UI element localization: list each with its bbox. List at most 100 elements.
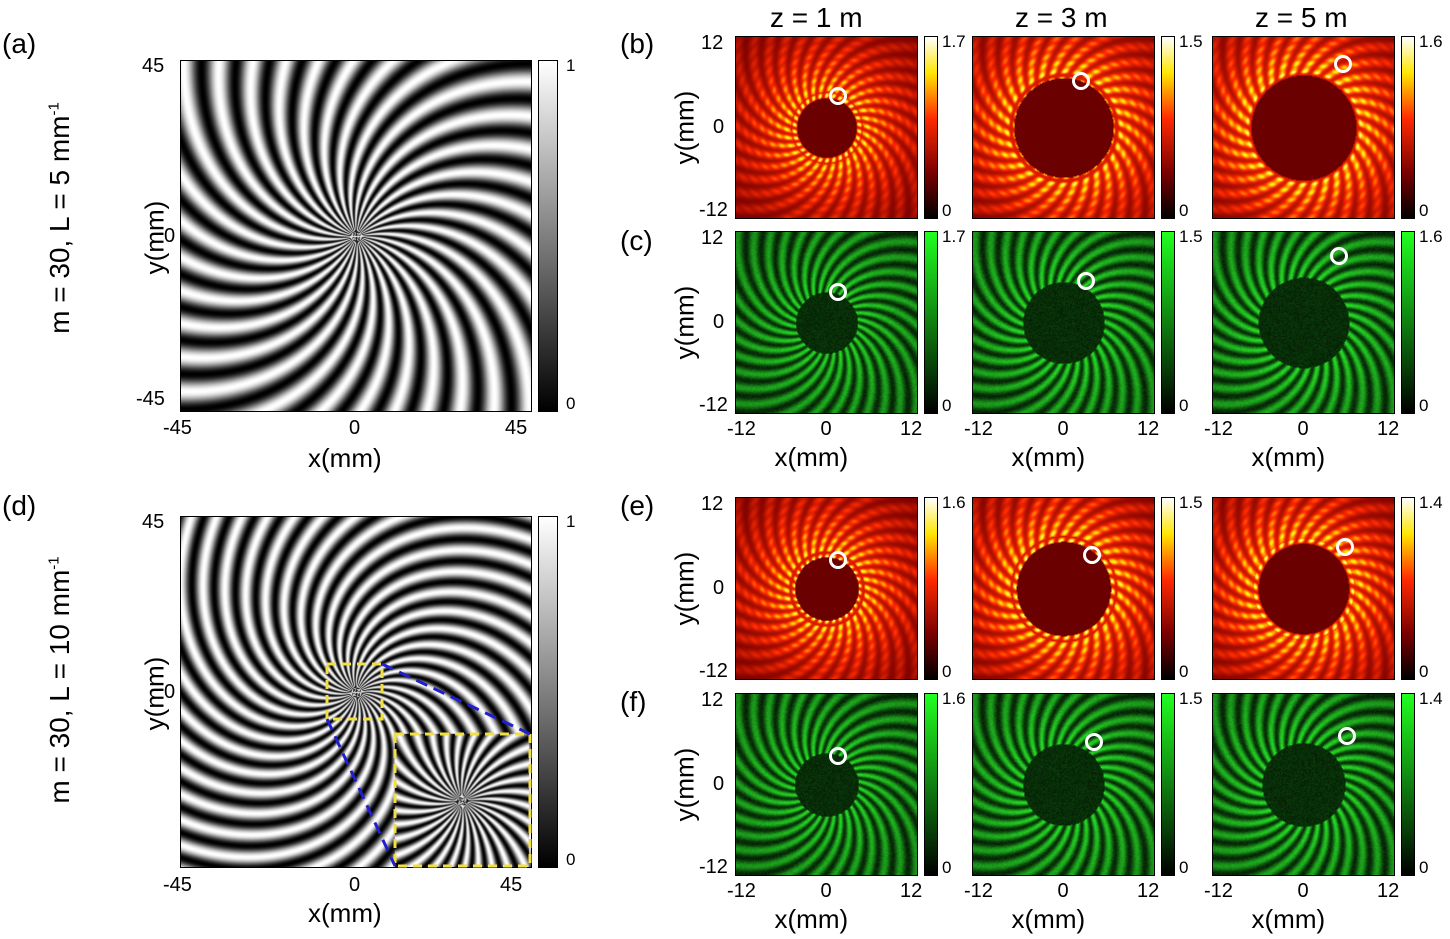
xtick-f-3-right: 12 [1377,880,1399,903]
highlight-circle-f-3 [1338,727,1356,745]
xlabel-f-1: x(mm) [775,904,849,935]
highlight-circle-c-3 [1330,247,1348,265]
xtick-c-3-left: -12 [1204,418,1233,441]
colorbar-c-2 [1161,231,1175,414]
intensity-image-f-3 [1212,693,1395,876]
xtick-c-2-mid: 0 [1058,418,1069,441]
colorbar-c-1 [924,231,938,414]
colorbar-b-1-min: 0 [942,201,951,221]
ylabel-c: y(mm) [670,262,701,382]
colorbar-d [538,516,558,868]
xtick-d-right: 45 [500,874,522,897]
highlight-circle-b-2 [1072,72,1090,90]
colorbar-a-min: 0 [566,394,575,414]
colorbar-f-2-min: 0 [1179,858,1188,878]
highlight-circle-f-2 [1085,733,1103,751]
xtick-f-1-right: 12 [900,880,922,903]
ylabel-f: y(mm) [670,724,701,844]
xtick-f-3-mid: 0 [1298,880,1309,903]
xtick-f-2-right: 12 [1137,880,1159,903]
colorbar-b-2 [1161,36,1175,219]
colorbar-d-max: 1 [566,512,575,532]
xtick-f-1-left: -12 [727,880,756,903]
colorbar-c-1-min: 0 [942,396,951,416]
colorbar-e-2 [1161,497,1175,680]
ytick-a-mid: 0 [164,225,175,248]
intensity-image-b-1 [735,36,918,219]
ytick-f-top: 12 [701,689,723,712]
intensity-image-f-1 [735,693,918,876]
colorbar-e-3-max: 1.4 [1419,493,1443,513]
colorbar-c-1-max: 1.7 [942,227,966,247]
colorbar-c-3-min: 0 [1419,396,1428,416]
ytick-a-top: 45 [142,55,164,78]
colorbar-f-1 [924,693,938,876]
colorbar-f-3-min: 0 [1419,858,1428,878]
panel-label-f: (f) [620,686,646,718]
xtick-c-2-right: 12 [1137,418,1159,441]
ytick-a-bottom: -45 [136,388,165,411]
zoom-inset-overlay [180,516,532,868]
ytick-e-top: 12 [701,493,723,516]
colorbar-b-2-max: 1.5 [1179,32,1203,52]
panel-label-d: (d) [2,490,36,522]
colorbar-f-1-max: 1.6 [942,689,966,709]
ytick-d-top: 45 [142,511,164,534]
zoom-line-bottom [327,719,395,866]
intensity-image-c-1 [735,231,918,414]
ytick-d-mid: 0 [164,681,175,704]
colorbar-b-3 [1401,36,1415,219]
zoom-source-box [327,664,382,719]
colorbar-f-2-max: 1.5 [1179,689,1203,709]
ytick-f-mid: 0 [713,773,724,796]
panel-label-c: (c) [620,225,653,257]
xtick-a-right: 45 [505,417,527,440]
xlabel-d: x(mm) [308,898,382,929]
colorbar-c-2-max: 1.5 [1179,227,1203,247]
intensity-image-c-3 [1212,231,1395,414]
xtick-a-mid: 0 [349,417,360,440]
colorbar-e-1 [924,497,938,680]
zoom-line-top [382,664,530,734]
intensity-image-b-3 [1212,36,1395,219]
xtick-c-2-left: -12 [964,418,993,441]
colorbar-b-2-min: 0 [1179,201,1188,221]
ylabel-e: y(mm) [670,528,701,648]
ytick-f-bottom: -12 [699,856,728,879]
xtick-f-3-left: -12 [1204,880,1233,903]
ytick-c-bottom: -12 [699,394,728,417]
panel-label-e: (e) [620,490,654,522]
colorbar-e-2-max: 1.5 [1179,493,1203,513]
colorbar-f-2 [1161,693,1175,876]
xtick-f-2-mid: 0 [1058,880,1069,903]
xtick-d-left: -45 [163,874,192,897]
xlabel-a: x(mm) [308,443,382,474]
colorbar-e-2-min: 0 [1179,662,1188,682]
xtick-c-1-mid: 0 [821,418,832,441]
intensity-image-b-2 [972,36,1155,219]
colorbar-e-1-max: 1.6 [942,493,966,513]
xtick-a-left: -45 [163,417,192,440]
xlabel-f-2: x(mm) [1012,904,1086,935]
highlight-circle-e-2 [1083,546,1101,564]
row-label-bottom: m = 30, L = 10 mm-1 [44,525,76,835]
colorbar-d-min: 0 [566,850,575,870]
xtick-c-1-left: -12 [727,418,756,441]
colorbar-c-3-max: 1.6 [1419,227,1443,247]
colorbar-e-1-min: 0 [942,662,951,682]
intensity-image-c-2 [972,231,1155,414]
ytick-b-top: 12 [701,32,723,55]
colorbar-e-3 [1401,497,1415,680]
column-title-z3: z = 3 m [1015,2,1108,34]
column-title-z1: z = 1 m [770,2,863,34]
zoom-target-box [395,734,530,866]
colorbar-f-3-max: 1.4 [1419,689,1443,709]
xtick-f-2-left: -12 [964,880,993,903]
panel-label-b: (b) [620,28,654,60]
ytick-b-mid: 0 [713,116,724,139]
ytick-b-bottom: -12 [699,199,728,222]
intensity-image-f-2 [972,693,1155,876]
highlight-circle-b-1 [829,87,847,105]
intensity-image-e-3 [1212,497,1395,680]
colorbar-b-1 [924,36,938,219]
